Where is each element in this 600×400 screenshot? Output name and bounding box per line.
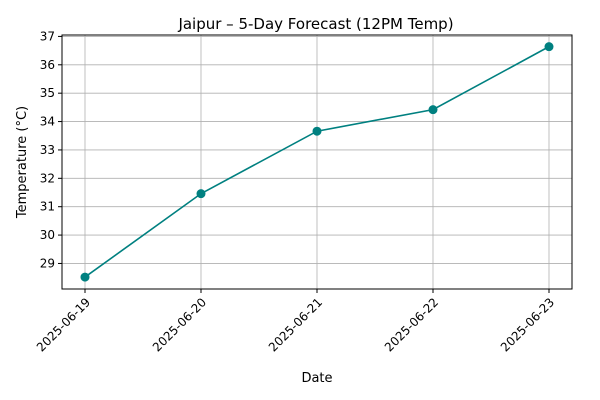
y-tick-label: 35 [40, 86, 55, 100]
y-tick-label: 30 [40, 228, 55, 242]
x-tick-label: 2025-06-19 [34, 295, 93, 354]
y-axis-ticks: 29 30 31 32 33 34 35 36 37 [40, 29, 62, 270]
y-tick-label: 32 [40, 171, 55, 185]
y-tick-label: 34 [40, 115, 55, 129]
y-tick-label: 29 [40, 256, 55, 270]
chart-title: Jaipur – 5-Day Forecast (12PM Temp) [177, 15, 453, 33]
y-axis-label: Temperature (°C) [15, 106, 30, 219]
grid [62, 35, 572, 289]
data-point [80, 272, 90, 282]
x-tick-label: 2025-06-22 [382, 295, 441, 354]
y-tick-label: 37 [40, 29, 55, 43]
data-point [196, 189, 206, 199]
data-point [544, 42, 554, 52]
data-points [80, 42, 554, 282]
x-tick-label: 2025-06-21 [266, 295, 325, 354]
x-axis-label: Date [301, 371, 332, 386]
data-point [428, 105, 438, 115]
data-point [312, 126, 322, 136]
y-tick-label: 31 [40, 200, 55, 214]
y-tick-label: 36 [40, 58, 55, 72]
y-tick-label: 33 [40, 143, 55, 157]
x-axis-ticks: 2025-06-19 2025-06-20 2025-06-21 2025-06-22… [34, 289, 557, 354]
x-tick-label: 2025-06-20 [150, 295, 209, 354]
x-tick-label: 2025-06-23 [498, 295, 557, 354]
